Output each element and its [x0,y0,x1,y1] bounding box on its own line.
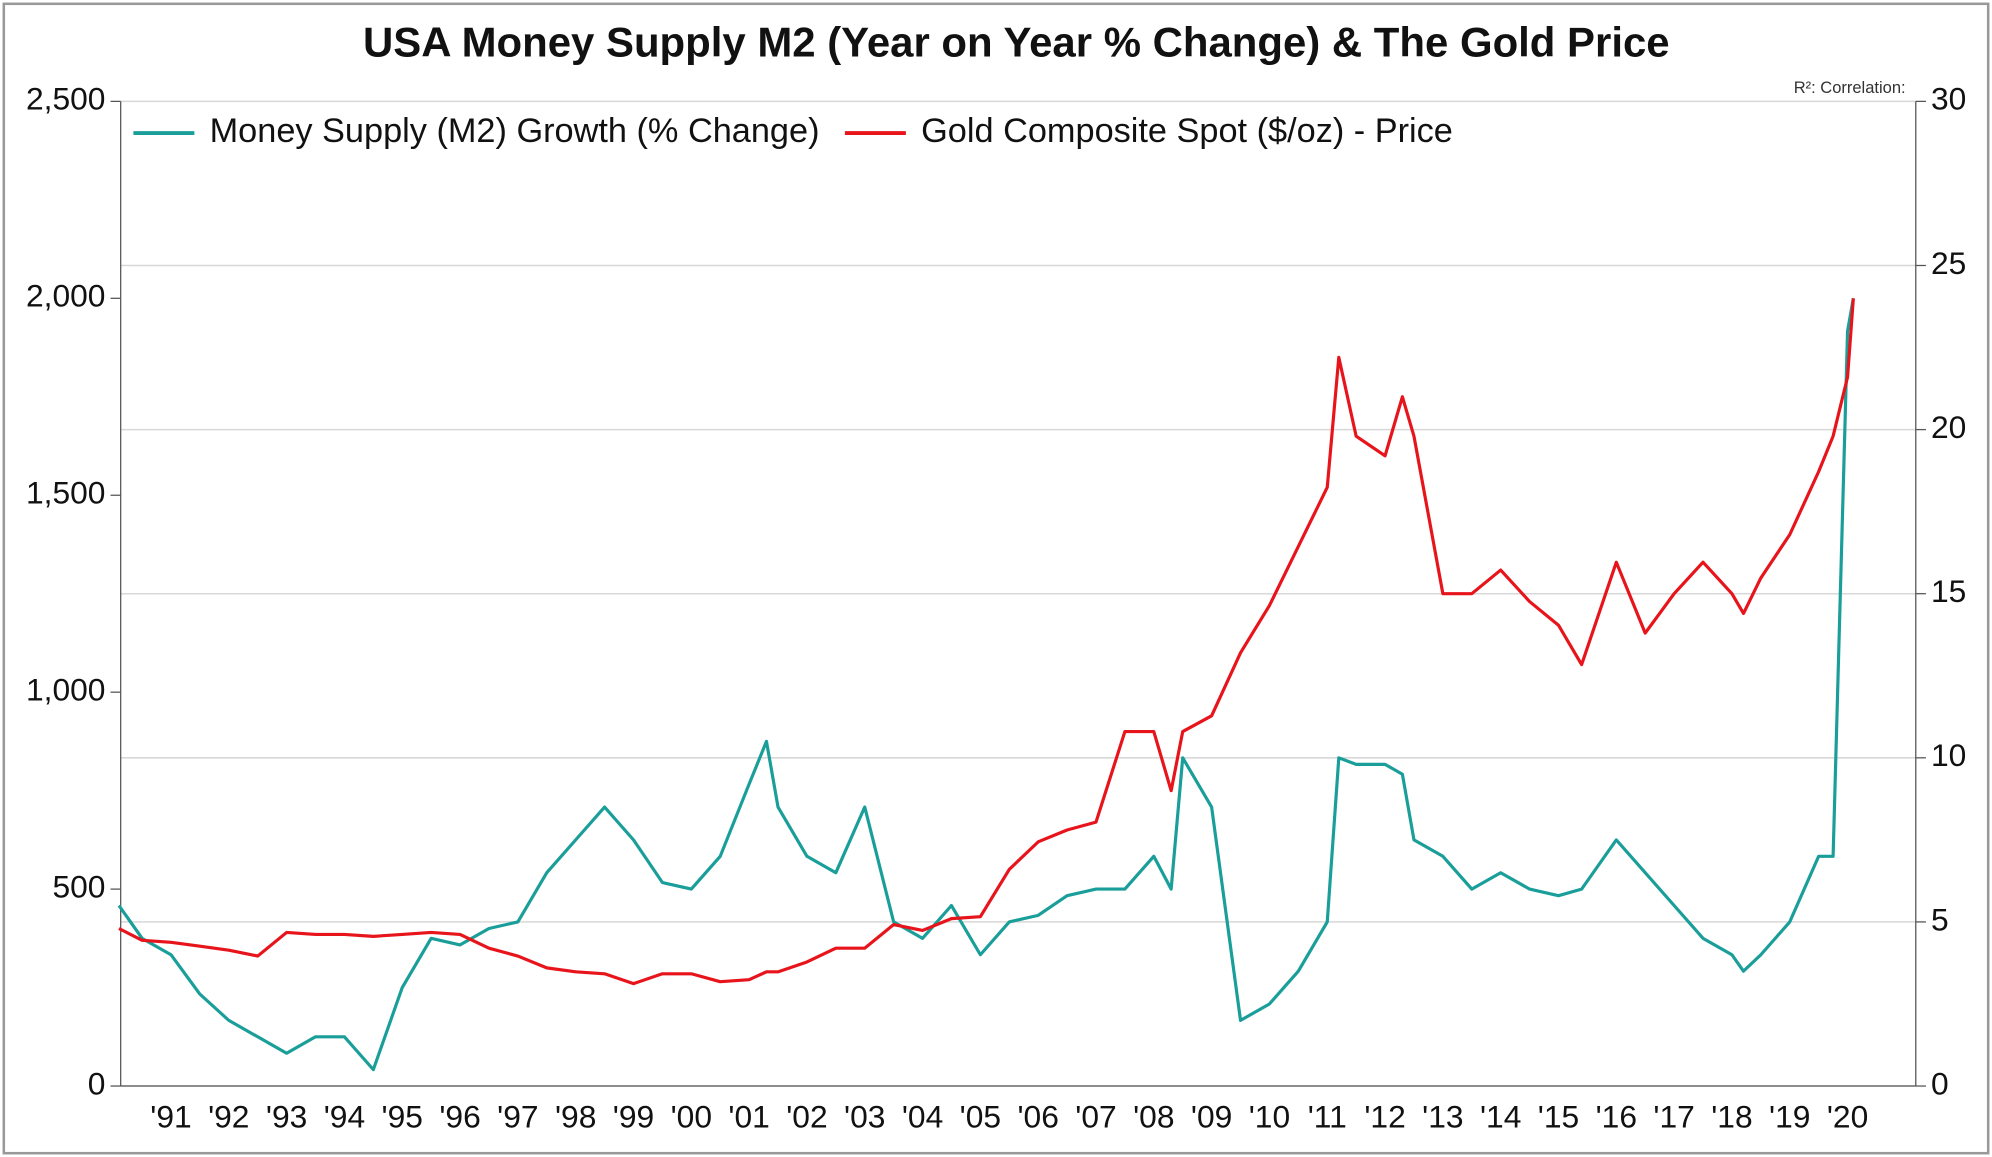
x-tick-label: '93 [266,1098,307,1134]
x-tick-label: '00 [671,1098,712,1134]
x-tick-label: '12 [1364,1098,1405,1134]
y2-tick-label: 15 [1931,573,1966,609]
x-tick-label: '92 [208,1098,249,1134]
x-tick-label: '05 [960,1098,1001,1134]
y2-tick-label: 20 [1931,409,1966,445]
x-tick-label: '18 [1711,1098,1752,1134]
y2-tick-label: 5 [1931,901,1949,937]
x-tick-label: '96 [439,1098,480,1134]
series-line [117,298,1855,1072]
x-tick-label: '91 [150,1098,191,1134]
x-tick-label: '13 [1422,1098,1463,1134]
x-tick-label: '17 [1653,1098,1694,1134]
chart-title: USA Money Supply M2 (Year on Year % Chan… [363,19,1670,66]
series-line [118,298,1855,986]
x-tick-label: '98 [555,1098,596,1134]
y2-tick-label: 0 [1931,1065,1949,1101]
y-tick-label: 2,500 [26,81,105,117]
x-tick-label: '01 [728,1098,769,1134]
y-tick-label: 2,000 [26,278,105,314]
x-tick-label: '04 [902,1098,943,1134]
legend-label: Gold Composite Spot ($/oz) - Price [921,112,1453,150]
y-tick-label: 500 [52,869,105,905]
x-tick-label: '10 [1249,1098,1290,1134]
x-tick-label: '11 [1308,1098,1347,1134]
x-tick-label: '16 [1596,1098,1637,1134]
y-tick-label: 1,000 [26,672,105,708]
legend-label: Money Supply (M2) Growth (% Change) [210,112,820,150]
y-tick-label: 1,500 [26,475,105,511]
annotation: R²: Correlation: [1794,79,1906,97]
x-tick-label: '08 [1133,1098,1174,1134]
x-tick-label: '94 [324,1098,365,1134]
x-tick-label: '99 [613,1098,654,1134]
x-tick-label: '02 [786,1098,827,1134]
x-tick-label: '07 [1075,1098,1116,1134]
y2-tick-label: 10 [1931,737,1966,773]
x-tick-label: '06 [1017,1098,1058,1134]
x-tick-label: '15 [1538,1098,1579,1134]
y-tick-label: 0 [88,1065,106,1101]
x-tick-label: '03 [844,1098,885,1134]
x-tick-label: '95 [382,1098,423,1134]
x-tick-label: '97 [497,1098,538,1134]
y2-tick-label: 30 [1931,81,1966,117]
y2-tick-label: 25 [1931,245,1966,281]
x-tick-label: '14 [1480,1098,1521,1134]
x-tick-label: '19 [1769,1098,1810,1134]
x-tick-label: '20 [1827,1098,1868,1134]
x-tick-label: '09 [1191,1098,1232,1134]
